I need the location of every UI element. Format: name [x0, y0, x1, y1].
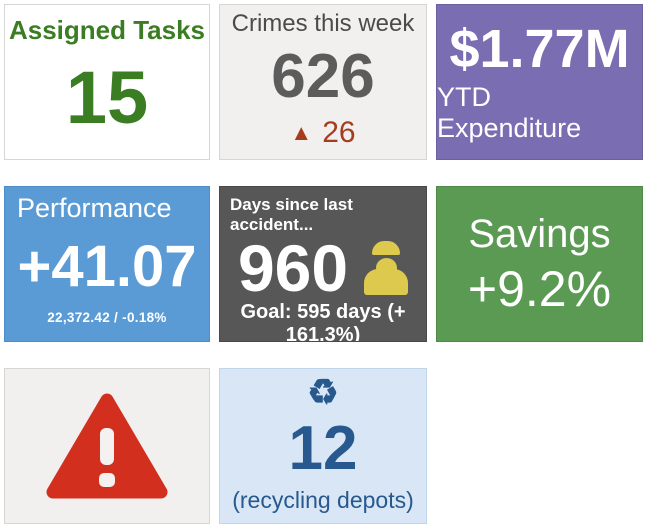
up-triangle-icon: ▲	[290, 120, 313, 145]
savings-value: +9.2%	[467, 260, 612, 317]
expenditure-label: YTD Expenditure	[437, 82, 582, 144]
recycling-label: (recycling depots)	[232, 487, 414, 513]
accident-title: Days since last accident...	[230, 195, 353, 234]
card-warning	[4, 368, 210, 524]
crimes-title: Crimes this week	[231, 10, 415, 37]
expenditure-value: $1.77M	[449, 18, 630, 79]
performance-value: +41.07	[17, 234, 197, 299]
card-recycling-depots: ♻ 12 (recycling depots)	[219, 368, 427, 524]
accident-value: 960	[237, 231, 349, 305]
worker-icon	[364, 241, 409, 295]
accident-goal: Goal: 595 days (+ 161.3%)	[240, 301, 406, 342]
card-performance: Performance +41.07 22,372.42 / -0.18%	[4, 186, 210, 342]
assigned-tasks-value: 15	[65, 55, 149, 139]
card-crimes-this-week: Crimes this week 626 ▲ 26	[219, 4, 427, 160]
crimes-delta-value: 26	[322, 116, 356, 149]
savings-title: Savings	[468, 211, 611, 256]
recycling-value: 12	[288, 413, 358, 483]
card-assigned-tasks: Assigned Tasks 15	[4, 4, 210, 160]
assigned-tasks-title: Assigned Tasks	[8, 15, 206, 45]
card-days-since-accident: Days since last accident... 960 Goal: 59…	[219, 186, 427, 342]
card-savings: Savings +9.2%	[436, 186, 643, 342]
warning-icon	[46, 393, 168, 499]
recycle-icon: ♻	[307, 373, 339, 412]
crimes-delta: ▲ 26	[220, 116, 426, 150]
performance-title: Performance	[17, 193, 172, 223]
performance-detail: 22,372.42 / -0.18%	[47, 310, 167, 325]
card-ytd-expenditure: $1.77M YTD Expenditure	[436, 4, 643, 160]
crimes-value: 626	[271, 42, 375, 111]
